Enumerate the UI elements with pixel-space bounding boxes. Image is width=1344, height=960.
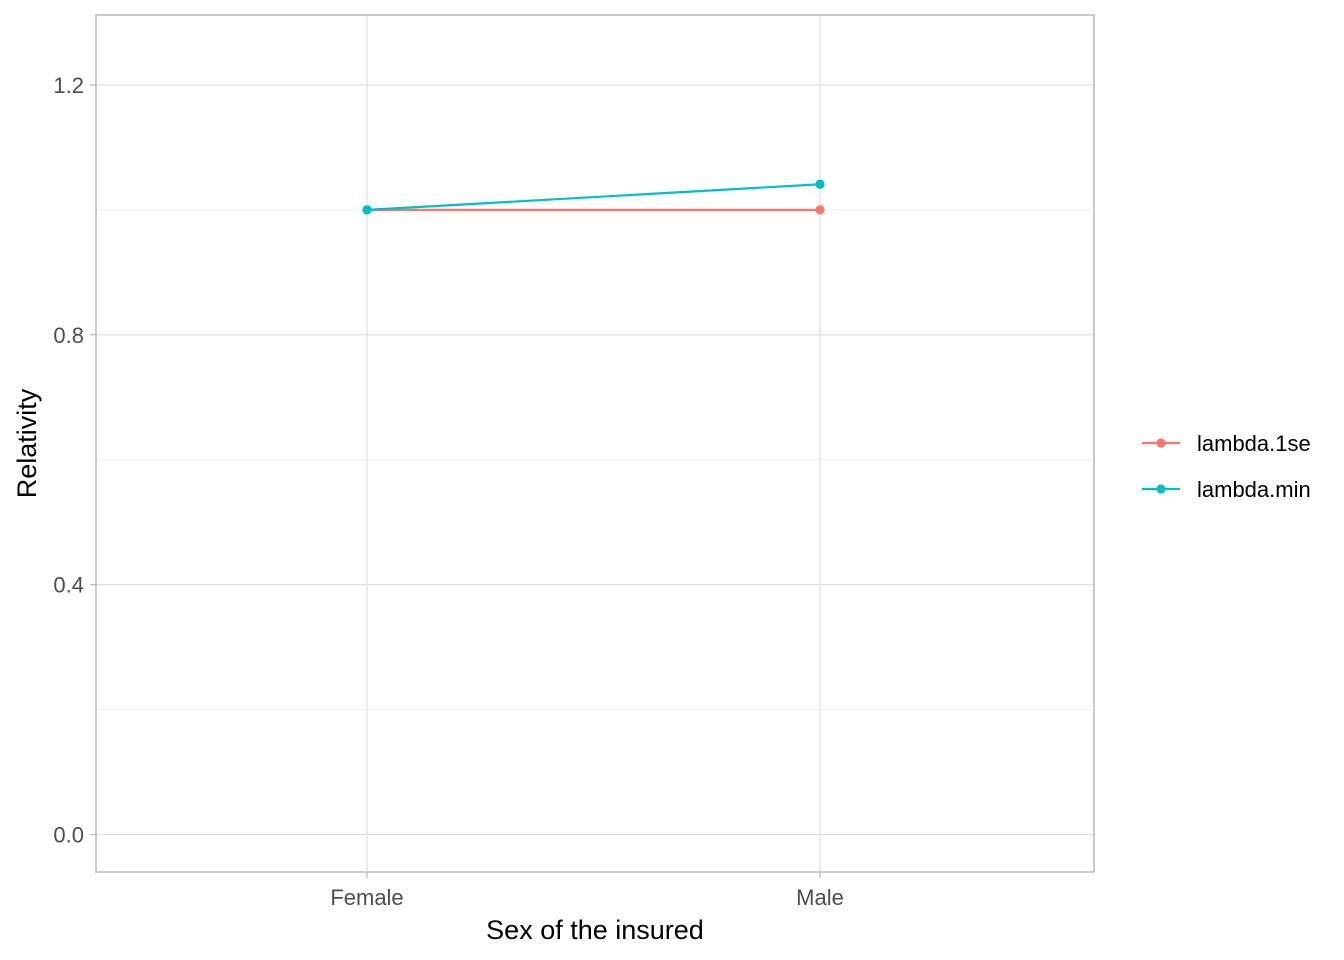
data-point-lambda-min <box>815 179 825 189</box>
y-axis-ticks: 0.0 0.4 0.8 1.2 <box>53 73 96 848</box>
legend: lambda.1se lambda.min <box>1142 431 1311 502</box>
legend-label-lambda-min: lambda.min <box>1197 477 1311 502</box>
x-tick-label: Male <box>796 885 844 910</box>
y-tick-label: 1.2 <box>53 73 84 98</box>
series-layer <box>362 179 825 215</box>
x-axis-title: Sex of the insured <box>486 915 704 945</box>
data-point-lambda-min <box>362 205 372 215</box>
minor-gridlines <box>96 209 1094 710</box>
legend-label-lambda-1se: lambda.1se <box>1197 431 1311 456</box>
y-tick-label: 0.8 <box>53 323 84 348</box>
legend-key-point-lambda-min <box>1156 484 1166 494</box>
x-tick-label: Female <box>330 885 403 910</box>
y-tick-label: 0.0 <box>53 823 84 848</box>
y-axis-title: Relativity <box>12 388 42 498</box>
data-point-lambda-1se <box>815 205 825 215</box>
series-line-lambda-min <box>366 183 821 211</box>
legend-key-point-lambda-1se <box>1156 438 1166 448</box>
y-tick-label: 0.4 <box>53 573 84 598</box>
plot-panel-border <box>95 14 1095 873</box>
major-gridlines <box>96 15 1094 872</box>
x-axis-ticks: Female Male <box>330 872 844 910</box>
